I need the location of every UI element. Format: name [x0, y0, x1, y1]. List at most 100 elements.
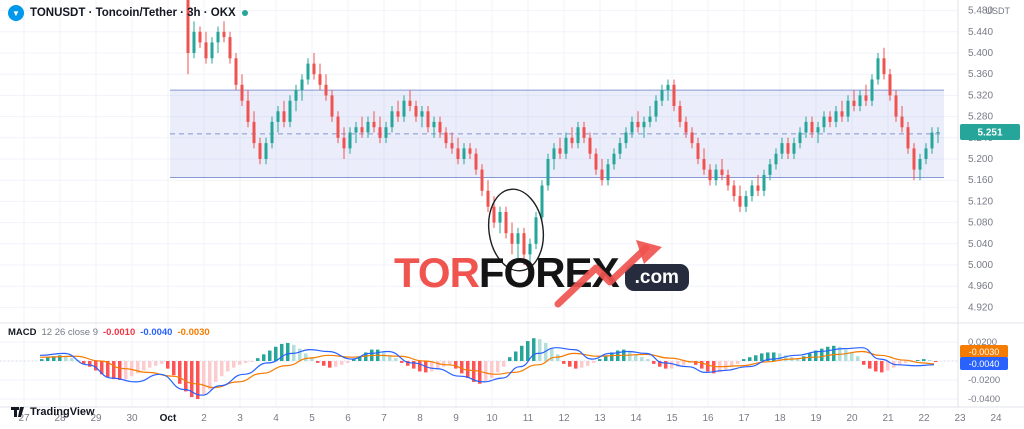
macd-histogram-bar — [634, 354, 638, 361]
time-tick-label: 8 — [417, 413, 423, 424]
candle-body — [912, 148, 916, 170]
candle-body — [462, 148, 466, 159]
time-tick-label: 21 — [882, 413, 894, 424]
macd-histogram-bar — [238, 361, 242, 365]
price-scale[interactable] — [958, 0, 1024, 407]
macd-histogram-bar — [184, 361, 188, 392]
candle-body — [516, 233, 520, 244]
candle-body — [468, 148, 472, 154]
macd-histogram-bar — [166, 361, 170, 369]
symbol-header[interactable]: ▼ TONUSDT · Toncoin/Tether · 3h · OKX — [8, 5, 248, 21]
macd-histogram-bar — [322, 361, 326, 366]
tradingview-logo[interactable]: TradingView — [10, 404, 95, 419]
candle-body — [666, 84, 670, 91]
macd-histogram-bar — [232, 361, 236, 368]
macd-value-badge — [960, 357, 1008, 370]
candle-body — [534, 217, 538, 244]
candle-body — [930, 132, 934, 149]
candle-body — [306, 63, 310, 80]
macd-value-badge-label: -0.0030 — [969, 347, 1000, 357]
macd-histogram-bar — [694, 361, 698, 365]
macd-histogram-bar — [664, 361, 668, 369]
macd-histogram-bar — [82, 361, 86, 364]
macd-histogram-bar — [340, 361, 344, 365]
candle-body — [528, 243, 532, 255]
indicator-macd-value: -0.0040 — [140, 327, 173, 338]
macd-histogram-bar — [646, 359, 650, 361]
macd-tick-label: 0.0200 — [968, 337, 997, 348]
macd-histogram-bar — [364, 352, 368, 361]
candle-body — [894, 95, 898, 117]
macd-histogram-bar — [568, 361, 572, 367]
macd-tick-label: -0.0200 — [968, 375, 1000, 386]
macd-signal-line — [39, 350, 935, 389]
candle-body — [504, 212, 508, 234]
macd-indicator-header[interactable]: MACD 12 26 close 9 -0.0010 -0.0040 -0.00… — [8, 327, 210, 338]
macd-histogram-bar — [280, 343, 284, 361]
time-tick-label: 23 — [954, 413, 966, 424]
macd-histogram-bar — [604, 355, 608, 361]
candle-body — [480, 169, 484, 191]
ellipse-annotation[interactable] — [484, 186, 549, 275]
candle-body — [558, 148, 562, 154]
indicator-title: MACD — [8, 327, 37, 338]
macd-histogram-bar — [640, 357, 644, 361]
candle-body — [492, 206, 496, 223]
tradingview-logo-text: TradingView — [30, 405, 95, 418]
candle-body — [360, 127, 364, 133]
price-tick-label: 5.280 — [968, 112, 993, 123]
macd-histogram-bar — [778, 353, 782, 361]
candle-body — [522, 233, 526, 255]
time-tick-label: 7 — [381, 413, 387, 424]
time-scale[interactable] — [0, 407, 1024, 429]
macd-histogram-bar — [256, 358, 260, 361]
candle-body — [240, 84, 244, 101]
candle-body — [708, 169, 712, 181]
candle-body — [876, 58, 880, 80]
candle-body — [414, 106, 418, 117]
macd-histogram-bar — [316, 361, 320, 363]
macd-histogram-bar — [478, 361, 482, 384]
ton-logo-icon: ▼ — [8, 5, 24, 21]
candle-body — [630, 121, 634, 133]
candle-body — [228, 37, 232, 59]
candle-body — [864, 95, 868, 101]
last-price-label: 5.251 — [977, 127, 1002, 138]
candle-body — [600, 169, 604, 181]
macd-line — [39, 347, 935, 396]
macd-histogram-bar — [676, 361, 680, 367]
macd-histogram-bar — [400, 361, 404, 363]
macd-histogram-bar — [742, 359, 746, 361]
candle-body — [594, 153, 598, 170]
macd-histogram-bar — [394, 358, 398, 361]
time-tick-label: 24 — [990, 413, 1002, 424]
candle-body — [672, 84, 676, 106]
macd-histogram-bar — [904, 361, 908, 363]
price-tick-label: 5.320 — [968, 90, 993, 101]
time-tick-label: 12 — [558, 413, 570, 424]
macd-histogram-bar — [868, 361, 872, 369]
time-tick-label: 13 — [594, 413, 606, 424]
macd-histogram-bar — [130, 361, 134, 377]
price-scale-currency[interactable]: USDT — [985, 6, 1011, 16]
candle-body — [846, 100, 850, 117]
macd-histogram-bar — [160, 361, 164, 364]
candle-body — [750, 185, 754, 197]
candle-body — [456, 148, 460, 159]
candle-body — [270, 121, 274, 144]
candle-body — [216, 31, 220, 43]
candle-body — [870, 79, 874, 101]
time-tick-label: 6 — [345, 413, 351, 424]
candle-body — [774, 153, 778, 165]
candle-body — [546, 159, 550, 186]
macd-histogram-bar — [562, 361, 566, 364]
macd-histogram-bar — [142, 361, 146, 371]
indicator-hist-value: -0.0010 — [103, 327, 136, 338]
time-tick-label: 15 — [666, 413, 678, 424]
watermark-forex: FOREX — [478, 249, 620, 296]
macd-histogram-bar — [532, 338, 536, 361]
price-tick-label: 5.440 — [968, 27, 993, 38]
macd-histogram-bar — [460, 361, 464, 374]
macd-histogram-bar — [766, 352, 770, 361]
